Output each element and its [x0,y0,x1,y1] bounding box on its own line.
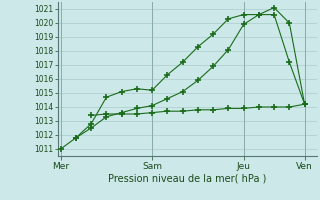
X-axis label: Pression niveau de la mer( hPa ): Pression niveau de la mer( hPa ) [108,173,266,183]
